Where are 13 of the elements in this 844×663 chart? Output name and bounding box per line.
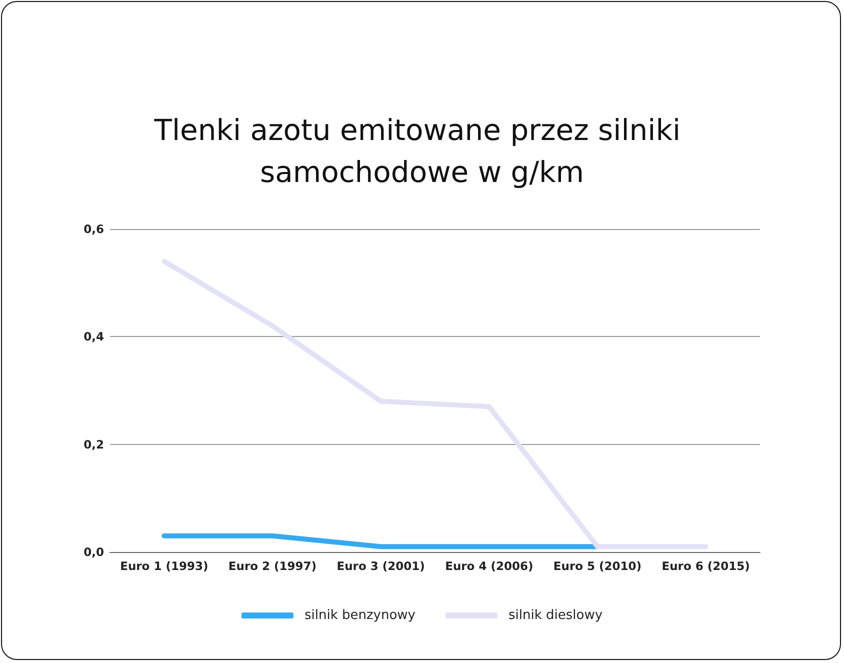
x-tick-label: Euro 4 (2006) [445,559,534,573]
x-tick-label: Euro 6 (2015) [662,559,750,573]
x-tick-label: Euro 2 (1997) [228,559,317,573]
legend-label: silnik benzynowy [304,608,416,623]
x-tick-label: Euro 3 (2001) [336,559,425,573]
y-tick-label: 0,0 [84,545,104,559]
x-tick-label: Euro 1 (1993) [120,559,208,573]
y-tick-label: 0,2 [84,437,104,452]
y-tick-label: 0,6 [84,222,104,236]
x-tick-label: Euro 5 (2010) [553,559,642,573]
chart-title: Tlenki azotu emitowane przez silniki samochodowe w g/km [153,113,690,189]
y-tick-label: 0,4 [84,330,104,344]
legend-label: silnik dieslowy [508,608,603,623]
